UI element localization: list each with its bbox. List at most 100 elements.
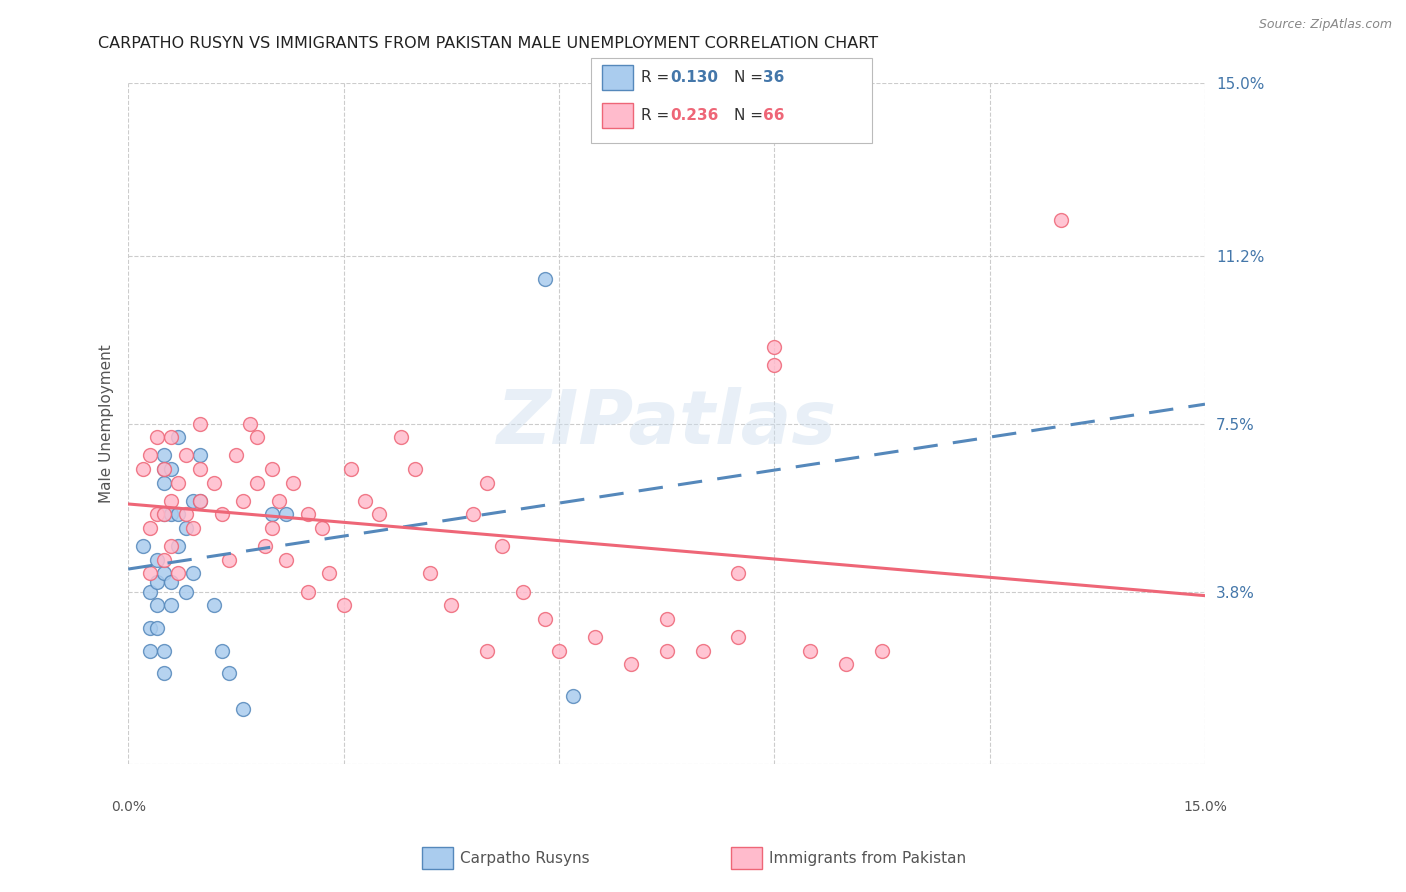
Point — [562, 689, 585, 703]
Point — [246, 430, 269, 444]
Point — [188, 493, 211, 508]
Text: Source: ZipAtlas.com: Source: ZipAtlas.com — [1258, 18, 1392, 31]
Point — [167, 539, 190, 553]
Point — [153, 643, 176, 657]
Point — [139, 584, 162, 599]
Point — [153, 462, 176, 476]
Point — [174, 508, 197, 522]
Point — [232, 493, 254, 508]
Point — [297, 584, 319, 599]
Point — [181, 493, 204, 508]
Text: 66: 66 — [763, 109, 785, 123]
Text: 0.130: 0.130 — [671, 70, 718, 85]
Point — [283, 475, 305, 490]
Point — [160, 462, 183, 476]
Text: Carpatho Rusyns: Carpatho Rusyns — [460, 851, 589, 865]
Point — [835, 657, 858, 672]
Point — [146, 621, 169, 635]
Text: CARPATHO RUSYN VS IMMIGRANTS FROM PAKISTAN MALE UNEMPLOYMENT CORRELATION CHART: CARPATHO RUSYN VS IMMIGRANTS FROM PAKIST… — [98, 36, 879, 51]
Point — [167, 566, 190, 581]
Point — [153, 508, 176, 522]
Point — [311, 521, 333, 535]
Point — [692, 643, 714, 657]
Point — [174, 584, 197, 599]
Point — [297, 508, 319, 522]
Text: 0.0%: 0.0% — [111, 800, 146, 814]
Point — [139, 643, 162, 657]
Point — [181, 566, 204, 581]
Point — [139, 621, 162, 635]
Point — [202, 598, 225, 612]
Point — [1050, 212, 1073, 227]
Point — [491, 539, 513, 553]
Point — [131, 539, 153, 553]
Point — [188, 462, 211, 476]
Point — [260, 462, 283, 476]
Text: Immigrants from Pakistan: Immigrants from Pakistan — [769, 851, 966, 865]
Text: N =: N = — [734, 109, 768, 123]
Point — [153, 553, 176, 567]
Point — [239, 417, 262, 431]
Point — [655, 643, 678, 657]
Point — [870, 643, 893, 657]
Point — [218, 666, 240, 681]
Point — [181, 521, 204, 535]
Point — [225, 449, 247, 463]
Point — [533, 271, 555, 285]
Point — [276, 508, 298, 522]
Point — [440, 598, 463, 612]
Text: N =: N = — [734, 70, 768, 85]
Point — [232, 702, 254, 716]
Point — [160, 575, 183, 590]
Point — [368, 508, 391, 522]
Point — [131, 462, 153, 476]
Point — [211, 508, 233, 522]
Point — [332, 598, 354, 612]
Text: 36: 36 — [763, 70, 785, 85]
Text: R =: R = — [641, 70, 675, 85]
Point — [461, 508, 484, 522]
Point — [153, 449, 176, 463]
Point — [160, 598, 183, 612]
Point — [211, 643, 233, 657]
Point — [260, 508, 283, 522]
Point — [727, 630, 749, 644]
Point — [146, 508, 169, 522]
Point — [218, 553, 240, 567]
Point — [339, 462, 361, 476]
Point — [139, 449, 162, 463]
Point — [188, 449, 211, 463]
Point — [174, 449, 197, 463]
Point — [260, 521, 283, 535]
Text: ZIPatlas: ZIPatlas — [496, 387, 837, 460]
Point — [763, 340, 786, 354]
Point — [153, 462, 176, 476]
Point — [153, 508, 176, 522]
Point — [727, 566, 749, 581]
Point — [146, 553, 169, 567]
Point — [276, 553, 298, 567]
Point — [160, 539, 183, 553]
Point — [475, 475, 498, 490]
Point — [167, 475, 190, 490]
Point — [548, 643, 571, 657]
Point — [533, 612, 555, 626]
Point — [146, 575, 169, 590]
Point — [799, 643, 821, 657]
Point — [202, 475, 225, 490]
Point — [655, 612, 678, 626]
Point — [763, 358, 786, 372]
Point — [318, 566, 340, 581]
Y-axis label: Male Unemployment: Male Unemployment — [100, 344, 114, 503]
Point — [188, 493, 211, 508]
Point — [246, 475, 269, 490]
Point — [620, 657, 643, 672]
Point — [153, 666, 176, 681]
Point — [512, 584, 534, 599]
Point — [146, 598, 169, 612]
Point — [160, 430, 183, 444]
Point — [146, 430, 169, 444]
Point — [404, 462, 426, 476]
Point — [475, 643, 498, 657]
Point — [153, 566, 176, 581]
